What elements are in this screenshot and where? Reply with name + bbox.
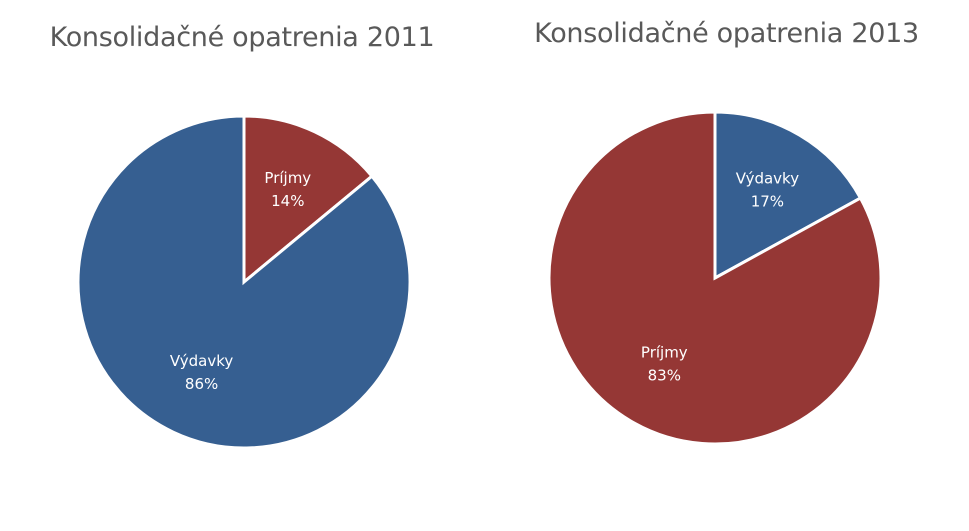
slice-label-value: 14% — [271, 192, 304, 210]
chart-title: Konsolidačné opatrenia 2013 — [534, 18, 919, 49]
pie-slice-vydavky — [713, 110, 863, 281]
slice-label-value: 86% — [185, 375, 218, 393]
slice-label-name: Príjmy — [264, 169, 311, 187]
pie-chart-svg: Príjmy 14% Výdavky 86% — [76, 114, 412, 450]
slice-label-name: Výdavky — [736, 169, 799, 187]
pie-chart-svg: Výdavky 17% Príjmy 83% — [547, 110, 883, 446]
pie-slice-prijmy — [547, 110, 883, 446]
pie-chart-2013: Konsolidačné opatrenia 2013 Výdavky 17% Pr… — [484, 0, 969, 531]
pie-slice-vydavky — [76, 114, 412, 450]
chart-title: Konsolidačné opatrenia 2011 — [49, 22, 435, 53]
pie-chart-2011: Konsolidačné opatrenia 2011 Príjmy 14% Výd… — [0, 0, 484, 531]
pie-slice-prijmy — [242, 114, 375, 286]
slice-label-value: 17% — [751, 192, 784, 210]
slice-label-name: Príjmy — [641, 344, 688, 362]
slice-label-name: Výdavky — [170, 352, 233, 370]
slice-label-value: 83% — [648, 367, 681, 385]
